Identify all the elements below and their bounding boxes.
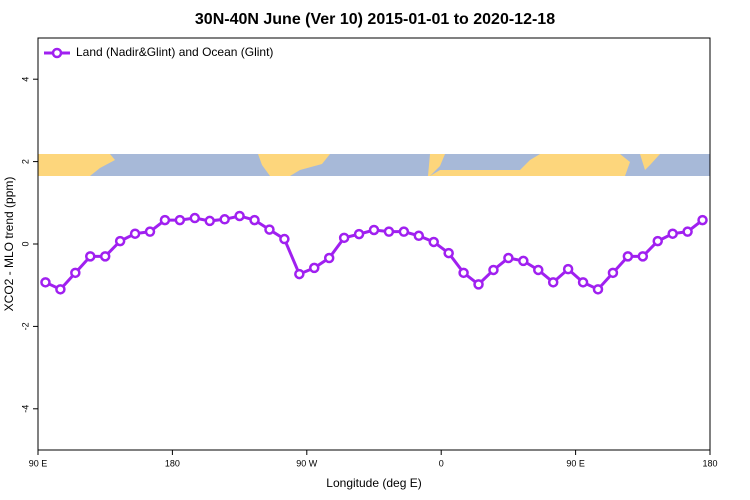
data-point <box>234 210 245 222</box>
data-point <box>368 224 380 236</box>
data-point <box>129 228 141 239</box>
x-tick-label: 90 E <box>29 458 48 468</box>
data-point <box>338 232 350 244</box>
data-point <box>428 236 439 248</box>
data-point <box>682 226 693 237</box>
data-point <box>144 226 156 237</box>
legend-label: Land (Nadir&Glint) and Ocean (Glint) <box>76 45 273 59</box>
data-point <box>637 251 649 262</box>
y-axis-label: XCO2 - MLO trend (ppm) <box>2 177 16 312</box>
map-strip <box>38 154 710 176</box>
data-point <box>488 264 499 276</box>
data-point <box>189 212 201 224</box>
data-point <box>204 215 215 227</box>
data-point <box>577 277 589 288</box>
plot-frame <box>37 37 711 451</box>
y-tick-label: -4 <box>20 405 30 413</box>
data-point <box>458 267 469 279</box>
data-point <box>473 279 484 290</box>
data-point <box>294 268 305 280</box>
data-point <box>114 235 126 247</box>
data-point <box>503 252 514 264</box>
x-tick-label: 180 <box>165 458 180 468</box>
x-axis-label: Longitude (deg E) <box>326 476 421 490</box>
x-tick-label: 90 E <box>566 458 585 468</box>
data-point <box>443 247 454 259</box>
data-point <box>562 263 574 275</box>
data-point <box>174 214 186 226</box>
data-point <box>264 224 275 235</box>
data-point <box>70 267 81 279</box>
data-point <box>40 277 51 288</box>
data-point <box>547 277 559 288</box>
data-point <box>99 251 111 262</box>
data-point <box>607 267 619 279</box>
data-point <box>85 251 96 262</box>
data-point <box>533 264 544 276</box>
data-point <box>279 233 290 245</box>
data-point <box>55 284 66 295</box>
data-point <box>518 255 529 267</box>
data-point <box>159 214 171 226</box>
data-point <box>309 262 320 274</box>
x-tick-label: 0 <box>439 458 444 468</box>
x-tick-label: 90 W <box>296 458 318 468</box>
x-tick-label: 180 <box>702 458 717 468</box>
y-tick-label: 4 <box>20 77 30 82</box>
y-tick-label: 2 <box>20 159 30 164</box>
legend-marker <box>51 47 63 59</box>
data-point <box>398 226 410 237</box>
data-point <box>622 251 634 262</box>
chart-title: 30N-40N June (Ver 10) 2015-01-01 to 2020… <box>195 11 555 28</box>
data-point <box>652 235 663 247</box>
y-tick-label: -2 <box>20 322 30 330</box>
data-point <box>413 230 425 242</box>
data-point <box>323 252 335 264</box>
data-point <box>592 284 604 295</box>
data-point <box>219 214 230 225</box>
data-point <box>697 214 708 226</box>
y-tick-label: 0 <box>20 241 30 246</box>
data-point <box>383 226 395 237</box>
data-point <box>249 214 260 226</box>
data-point <box>353 228 365 240</box>
data-point <box>667 228 678 239</box>
